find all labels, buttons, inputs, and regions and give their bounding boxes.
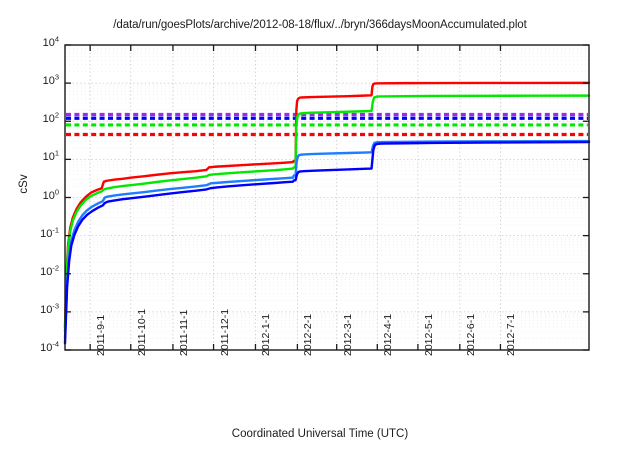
- threshold-lines: [66, 112, 588, 137]
- grid-lines: [65, 45, 589, 350]
- x-axis-label: Coordinated Universal Time (UTC): [231, 428, 409, 440]
- green-accumulated: [63, 94, 591, 334]
- page-title: /data/run/goesPlots/archive/2012-08-18/f…: [113, 19, 527, 31]
- blue-accumulated: [63, 140, 591, 345]
- axis-frame: [64, 44, 590, 351]
- light-blue-accumulated: [63, 139, 591, 340]
- data-series: [63, 81, 591, 345]
- red-accumulated: [63, 81, 591, 329]
